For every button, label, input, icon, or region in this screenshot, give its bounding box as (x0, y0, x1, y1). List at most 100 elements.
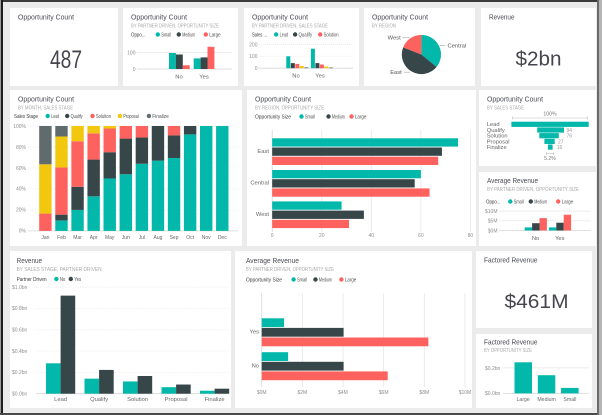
svg-text:100: 100 (127, 50, 136, 56)
svg-text:Medium: Medium (319, 277, 332, 283)
svg-text:$0.2bn: $0.2bn (12, 370, 28, 376)
svg-text:Oct: Oct (186, 234, 194, 240)
svg-text:5.2%: 5.2% (544, 156, 556, 162)
svg-text:Large: Large (345, 277, 357, 283)
svg-text:$10M: $10M (484, 209, 497, 215)
svg-text:Mar: Mar (73, 234, 82, 240)
svg-text:Qualify: Qualify (486, 127, 504, 133)
svg-text:Finalize: Finalize (205, 397, 225, 403)
svg-text:Yes: Yes (74, 276, 81, 282)
svg-text:No: No (252, 363, 259, 369)
svg-text:Opportunity Count: Opportunity Count (131, 13, 187, 22)
svg-text:Jun: Jun (122, 234, 130, 240)
svg-text:Apr: Apr (90, 234, 98, 240)
svg-text:Oppo...: Oppo... (486, 199, 501, 205)
svg-text:No: No (531, 236, 538, 242)
svg-text:$0.2bn: $0.2bn (485, 366, 501, 372)
svg-text:Qualify: Qualify (71, 113, 83, 119)
svg-text:Oppo...: Oppo... (131, 32, 146, 38)
svg-text:20: 20 (318, 232, 324, 238)
svg-text:Proposal: Proposal (165, 397, 188, 403)
svg-text:Yes: Yes (555, 236, 565, 242)
svg-text:Qualify: Qualify (90, 397, 108, 403)
svg-text:BY SALES STAGE, PARTNER DRIVEN: BY SALES STAGE, PARTNER DRIVEN (17, 267, 102, 273)
svg-text:94: 94 (566, 127, 572, 133)
svg-text:BY MONTH, SALES STAGE: BY MONTH, SALES STAGE (18, 105, 73, 111)
svg-text:BY SALES STAGE: BY SALES STAGE (487, 105, 524, 111)
svg-text:$2bn: $2bn (516, 49, 562, 71)
svg-text:BY PARTNER DRIVEN, OPPORTUNITY: BY PARTNER DRIVEN, OPPORTUNITY SIZE (131, 24, 219, 30)
svg-text:Opportunity Count: Opportunity Count (487, 94, 543, 103)
svg-text:No: No (292, 74, 299, 80)
svg-text:Sales ...: Sales ... (252, 32, 267, 38)
svg-text:$10M: $10M (459, 390, 472, 396)
svg-text:Nov: Nov (202, 234, 211, 240)
svg-text:Small: Small (161, 32, 171, 38)
svg-text:16: 16 (556, 145, 562, 151)
svg-text:Central: Central (447, 44, 466, 50)
svg-text:BY PARTNER DRIVEN, SALES STAGE: BY PARTNER DRIVEN, SALES STAGE (252, 24, 328, 30)
svg-text:Opportunity Count: Opportunity Count (255, 94, 311, 103)
svg-text:487: 487 (50, 46, 82, 74)
svg-text:East: East (257, 148, 269, 154)
svg-text:Opportunity Size: Opportunity Size (255, 114, 291, 120)
svg-text:Solution: Solution (323, 32, 338, 38)
svg-text:BY PARTNER DRIVEN, OPPORTUNITY: BY PARTNER DRIVEN, OPPORTUNITY SIZE (246, 267, 334, 273)
svg-text:60: 60 (418, 232, 424, 238)
svg-text:27: 27 (558, 139, 564, 145)
svg-text:0: 0 (254, 66, 257, 72)
svg-text:0%: 0% (19, 228, 27, 234)
svg-text:Factored Revenue: Factored Revenue (484, 338, 538, 347)
svg-text:$0.6bn: $0.6bn (12, 327, 28, 333)
svg-text:100%: 100% (13, 123, 26, 129)
svg-text:Finalize: Finalize (486, 145, 506, 151)
svg-text:$0.4bn: $0.4bn (12, 348, 28, 354)
svg-text:Lead: Lead (51, 113, 59, 119)
svg-text:Lead: Lead (486, 122, 499, 128)
svg-text:Revenue: Revenue (489, 13, 515, 22)
svg-text:Feb: Feb (57, 234, 66, 240)
svg-text:Medium: Medium (534, 199, 547, 205)
svg-text:$0M: $0M (257, 390, 267, 396)
svg-text:$8M: $8M (419, 390, 429, 396)
svg-text:Opportunity Count: Opportunity Count (18, 13, 74, 22)
svg-text:$4M: $4M (338, 390, 348, 396)
svg-text:Jul: Jul (139, 234, 145, 240)
svg-text:Sales Stage: Sales Stage (14, 113, 38, 119)
svg-text:Yes: Yes (315, 74, 325, 80)
svg-text:Opportunity Count: Opportunity Count (252, 13, 308, 22)
svg-text:Small: Small (297, 277, 307, 283)
svg-text:Lead: Lead (54, 397, 67, 403)
svg-text:Yes: Yes (250, 329, 260, 335)
svg-text:Revenue: Revenue (17, 256, 42, 265)
svg-text:Opportunity Count: Opportunity Count (372, 13, 428, 22)
svg-text:BY REGION: BY REGION (372, 24, 396, 30)
svg-text:$6M: $6M (379, 390, 389, 396)
svg-text:BY PARTNER DRIVEN, OPPORTUNITY: BY PARTNER DRIVEN, OPPORTUNITY SIZE (487, 187, 579, 193)
svg-text:$0.0bn: $0.0bn (485, 391, 501, 397)
svg-text:Qualify: Qualify (298, 32, 312, 38)
svg-text:Average Revenue: Average Revenue (487, 176, 538, 185)
svg-text:76: 76 (566, 133, 572, 139)
svg-text:Large: Large (354, 114, 366, 120)
svg-text:No: No (175, 75, 182, 81)
svg-text:Factored Revenue: Factored Revenue (484, 255, 538, 264)
svg-text:$0M: $0M (487, 228, 497, 234)
svg-text:Proposal: Proposal (123, 113, 139, 119)
svg-text:$2M: $2M (297, 390, 307, 396)
svg-text:Yes: Yes (199, 75, 209, 81)
svg-text:Small: Small (304, 114, 314, 120)
svg-text:0: 0 (270, 232, 273, 238)
svg-text:No: No (60, 276, 66, 282)
svg-text:West: West (255, 212, 268, 218)
svg-text:Lead: Lead (279, 32, 288, 38)
svg-text:West: West (387, 36, 400, 42)
svg-text:Aug: Aug (154, 234, 163, 240)
svg-text:Opportunity Count: Opportunity Count (18, 94, 74, 103)
svg-text:Average Revenue: Average Revenue (246, 256, 299, 265)
svg-text:100: 100 (249, 54, 258, 60)
svg-text:Opportunity Size: Opportunity Size (246, 277, 282, 283)
svg-text:Solution: Solution (486, 133, 507, 139)
svg-text:$0.0bn: $0.0bn (12, 391, 28, 397)
svg-text:Solution: Solution (127, 397, 148, 403)
